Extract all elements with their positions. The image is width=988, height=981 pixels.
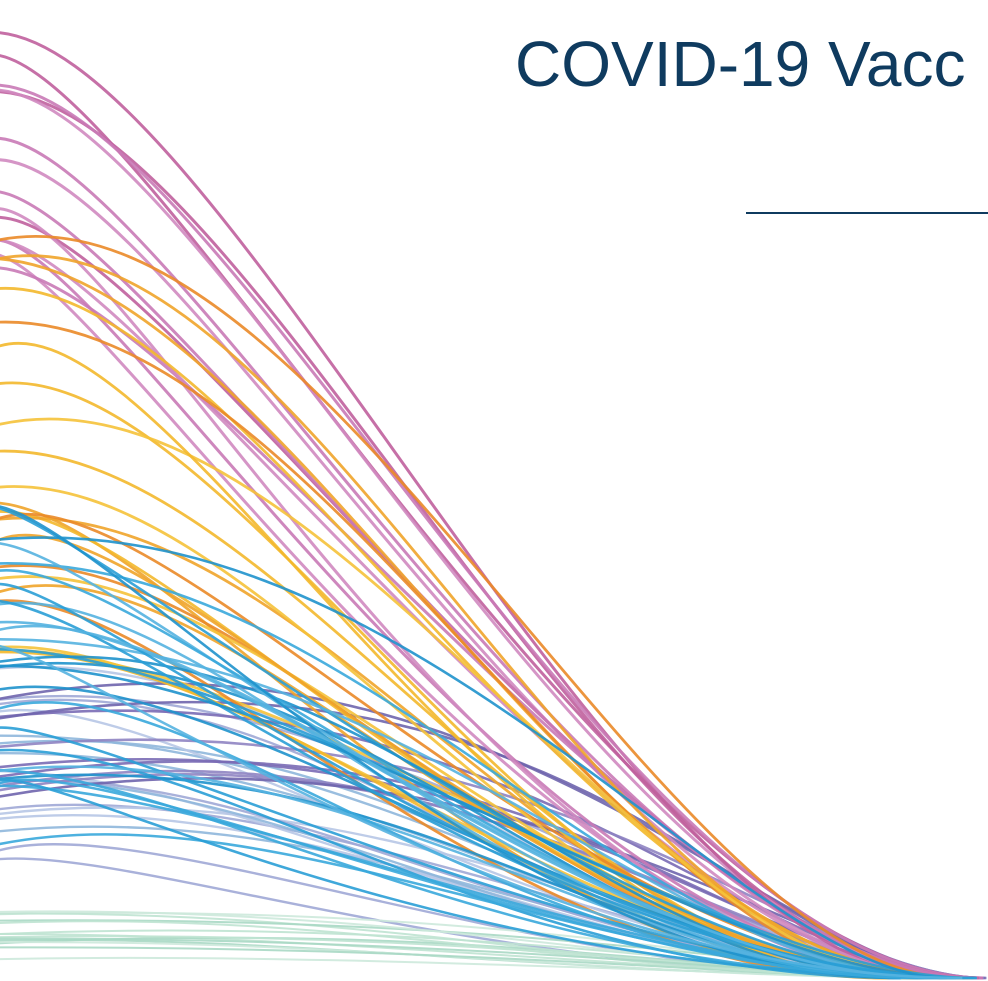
curve [0,89,969,980]
curve [0,644,963,980]
decorative-curves [0,31,987,980]
title: COVID-19 Vacc [515,28,966,100]
curve [0,778,968,980]
curve [0,784,960,980]
curve [0,254,927,980]
curve [0,624,938,980]
curve [0,664,956,980]
curve [0,158,960,980]
curve [0,536,947,980]
curve [0,941,941,979]
curve [0,507,942,980]
curve [0,31,942,980]
curve [0,238,951,980]
curve [0,417,922,980]
curve [0,562,953,980]
curve [0,701,928,980]
curve [0,320,919,980]
curve [0,84,983,980]
curve [0,234,957,980]
curve [0,90,968,980]
